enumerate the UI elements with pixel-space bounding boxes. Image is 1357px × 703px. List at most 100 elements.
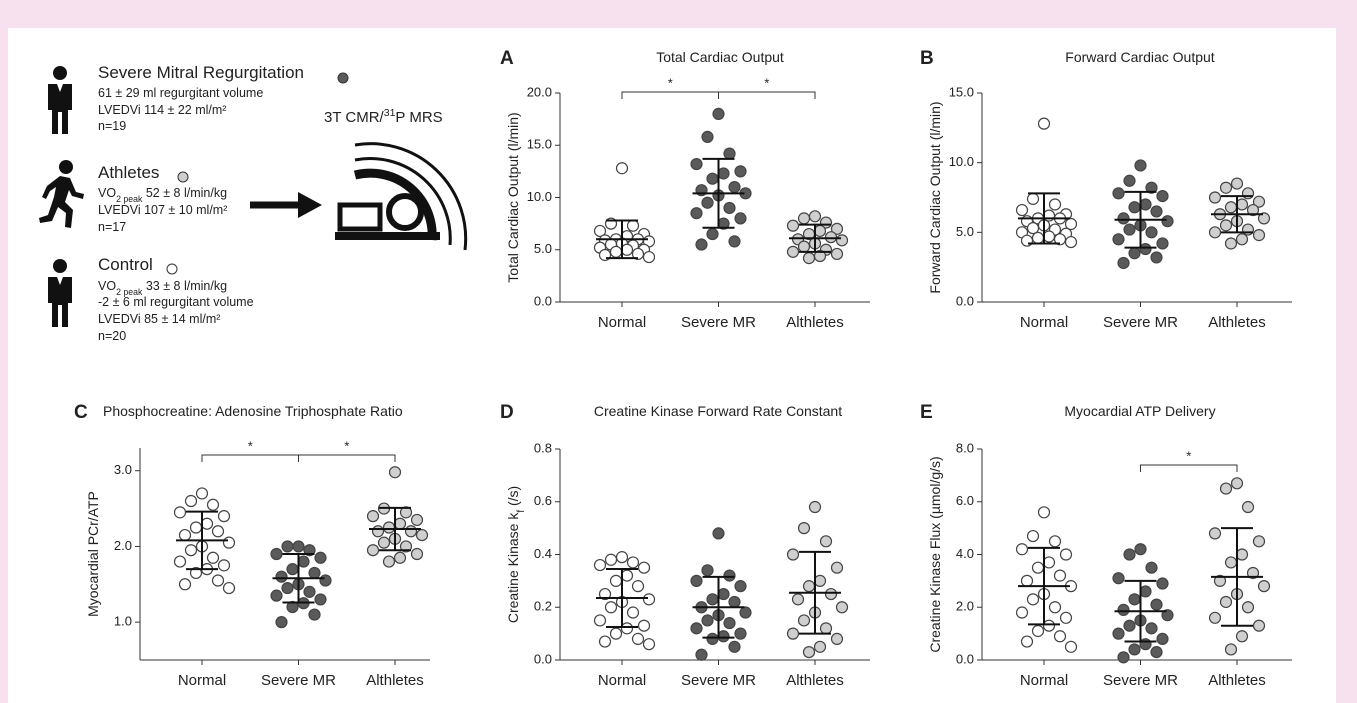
data-point xyxy=(388,466,402,479)
data-point xyxy=(1235,198,1249,211)
data-point xyxy=(609,574,623,587)
data-point xyxy=(1257,212,1271,225)
group-detail: VO2 peak 52 ± 8 l/min/kg xyxy=(98,186,227,204)
y-axis-label: Creatine Kinase Flux (µmol/g/s) xyxy=(927,456,943,652)
data-point xyxy=(377,536,391,549)
data-point xyxy=(1037,117,1051,130)
data-point xyxy=(319,574,332,587)
data-point xyxy=(178,528,192,542)
significance-bracket xyxy=(298,454,396,462)
data-point xyxy=(1015,606,1029,619)
data-point xyxy=(1112,233,1125,246)
data-point xyxy=(200,517,214,530)
data-point xyxy=(1219,595,1233,609)
data-point xyxy=(1145,561,1158,574)
data-point xyxy=(1150,205,1163,218)
runner-icon xyxy=(39,160,84,228)
data-point xyxy=(1117,212,1130,225)
data-point xyxy=(797,212,811,225)
data-point xyxy=(1128,201,1141,214)
text-part: 2 peak xyxy=(116,287,143,297)
x-tick-label: Normal xyxy=(1020,672,1068,689)
data-point xyxy=(1042,556,1056,569)
data-point xyxy=(797,522,811,535)
data-point xyxy=(642,638,656,651)
data-point xyxy=(701,196,714,209)
data-point xyxy=(1224,237,1238,250)
y-tick-label: 0.0 xyxy=(534,293,552,308)
data-point xyxy=(695,238,708,251)
data-point xyxy=(1252,619,1266,632)
y-tick-label: 8.0 xyxy=(956,440,974,455)
data-point xyxy=(1241,601,1255,614)
data-point xyxy=(739,606,752,619)
group-detail: -2 ± 6 ml regurgitant volume xyxy=(98,295,254,309)
data-point xyxy=(1208,191,1222,204)
data-point xyxy=(786,245,800,258)
y-tick-label: 0.2 xyxy=(534,599,552,614)
data-point xyxy=(1026,222,1040,235)
data-point xyxy=(626,556,640,569)
data-point xyxy=(631,247,645,261)
data-point xyxy=(1117,651,1130,664)
data-point xyxy=(598,635,612,648)
person-icon xyxy=(48,66,72,134)
data-point xyxy=(1123,174,1136,187)
data-point xyxy=(1117,603,1130,616)
text-part: 2 peak xyxy=(116,194,143,204)
x-tick-label: Normal xyxy=(1020,314,1068,331)
data-point xyxy=(637,619,651,632)
data-point xyxy=(690,157,703,171)
text-part: f xyxy=(516,510,527,513)
data-point xyxy=(1252,229,1266,242)
data-point xyxy=(173,555,187,568)
data-point xyxy=(786,219,800,232)
data-point xyxy=(802,252,816,265)
chart-title: Creatine Kinase Forward Rate Constant xyxy=(594,403,842,419)
data-point xyxy=(1026,192,1040,205)
text-part: Creatine Kinase k xyxy=(505,512,521,624)
data-point xyxy=(620,243,634,256)
data-point xyxy=(1235,548,1249,561)
x-tick-label: Althletes xyxy=(1208,314,1266,331)
data-point xyxy=(270,589,283,602)
data-point xyxy=(1037,506,1051,519)
text-part: VO xyxy=(98,186,116,200)
data-point xyxy=(1059,548,1073,561)
data-point xyxy=(824,587,838,601)
data-point xyxy=(1053,233,1067,246)
data-point xyxy=(734,165,747,178)
data-point xyxy=(802,580,816,593)
group-detail: LVEDVi 107 ± 10 ml/m² xyxy=(98,203,227,217)
data-point xyxy=(393,551,407,564)
group-name: Control xyxy=(98,255,153,274)
data-point xyxy=(404,525,418,538)
x-tick-label: Althletes xyxy=(1208,672,1266,689)
data-point xyxy=(173,506,187,519)
data-point xyxy=(1156,577,1169,590)
data-point xyxy=(178,578,192,591)
data-point xyxy=(184,544,198,557)
data-point xyxy=(609,627,623,640)
data-point xyxy=(728,595,741,609)
data-point xyxy=(1053,569,1067,582)
data-point xyxy=(382,555,396,568)
data-point xyxy=(717,587,730,601)
x-tick-label: Severe MR xyxy=(1103,672,1178,689)
data-point xyxy=(1208,611,1222,624)
y-tick-label: 4.0 xyxy=(956,546,974,561)
significance-label: * xyxy=(668,75,673,90)
data-point xyxy=(734,212,747,225)
y-tick-label: 5.0 xyxy=(534,241,552,256)
data-point xyxy=(797,240,811,253)
panel-label: D xyxy=(500,402,514,423)
data-point xyxy=(1015,203,1029,217)
data-point xyxy=(1128,643,1141,656)
data-point xyxy=(830,247,844,261)
data-point xyxy=(275,616,288,629)
data-point xyxy=(830,222,844,235)
y-tick-label: 0.4 xyxy=(534,546,552,561)
data-point xyxy=(1219,219,1233,232)
data-point xyxy=(1156,237,1169,250)
significance-label: * xyxy=(248,438,253,453)
